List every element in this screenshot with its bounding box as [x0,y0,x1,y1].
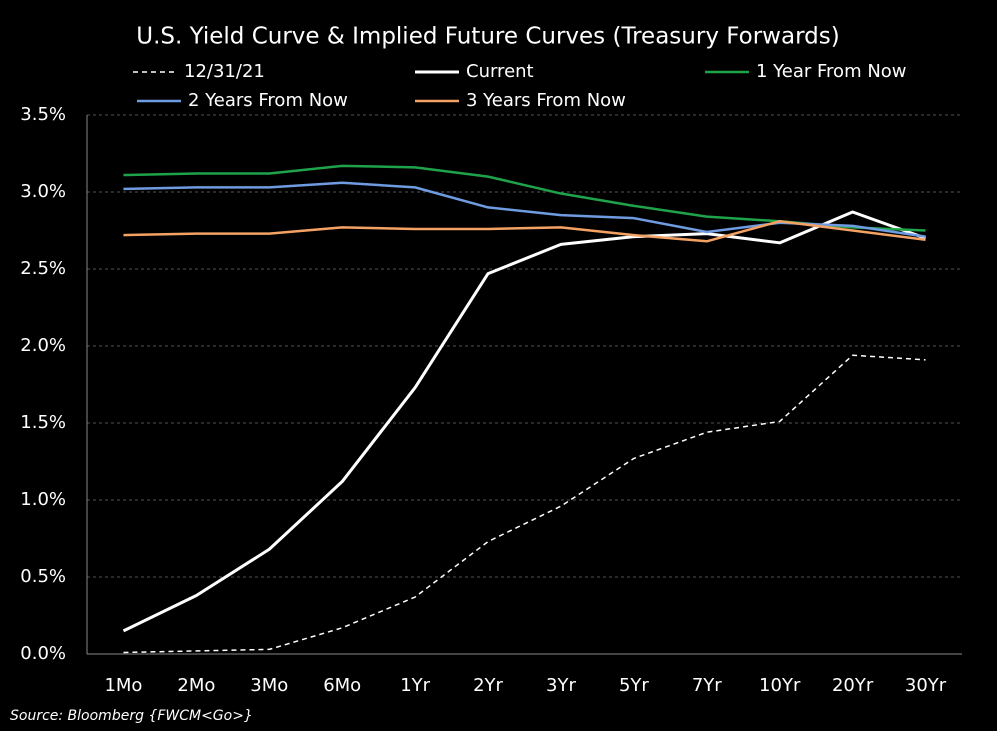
x-tick-label: 30Yr [905,675,947,696]
x-tick-label: 20Yr [832,675,874,696]
series-line [123,164,926,232]
y-tick-label: 1.5% [20,412,66,433]
legend-label: 12/31/21 [184,61,265,82]
y-tick-label: 2.0% [20,335,66,356]
series-line [123,354,926,654]
legend-label: 1 Year From Now [756,61,907,82]
x-tick-label: 3Yr [546,675,576,696]
y-tick-label: 3.5% [20,104,66,125]
x-tick-label: 5Yr [619,675,649,696]
source-note: Source: Bloomberg {FWCM<Go>} [10,708,253,724]
x-tick-label: 6Mo [323,675,361,696]
y-tick-label: 1.0% [20,489,66,510]
series-line [122,210,927,633]
x-tick-label: 7Yr [692,675,722,696]
y-tick-label: 2.5% [20,258,66,279]
x-tick-label: 1Yr [400,675,430,696]
x-tick-label: 1Mo [104,675,142,696]
x-tick-label: 2Yr [473,675,503,696]
chart-title: U.S. Yield Curve & Implied Future Curves… [136,24,839,50]
y-tick-label: 0.5% [20,566,66,587]
legend-label: 3 Years From Now [466,90,626,111]
x-tick-label: 3Mo [250,675,288,696]
legend-label: Current [466,61,534,82]
series-line [123,220,926,243]
legend-label: 2 Years From Now [188,90,348,111]
x-tick-label: 2Mo [177,675,215,696]
x-tick-label: 10Yr [759,675,801,696]
y-tick-label: 3.0% [20,181,66,202]
y-tick-label: 0.0% [20,643,66,664]
